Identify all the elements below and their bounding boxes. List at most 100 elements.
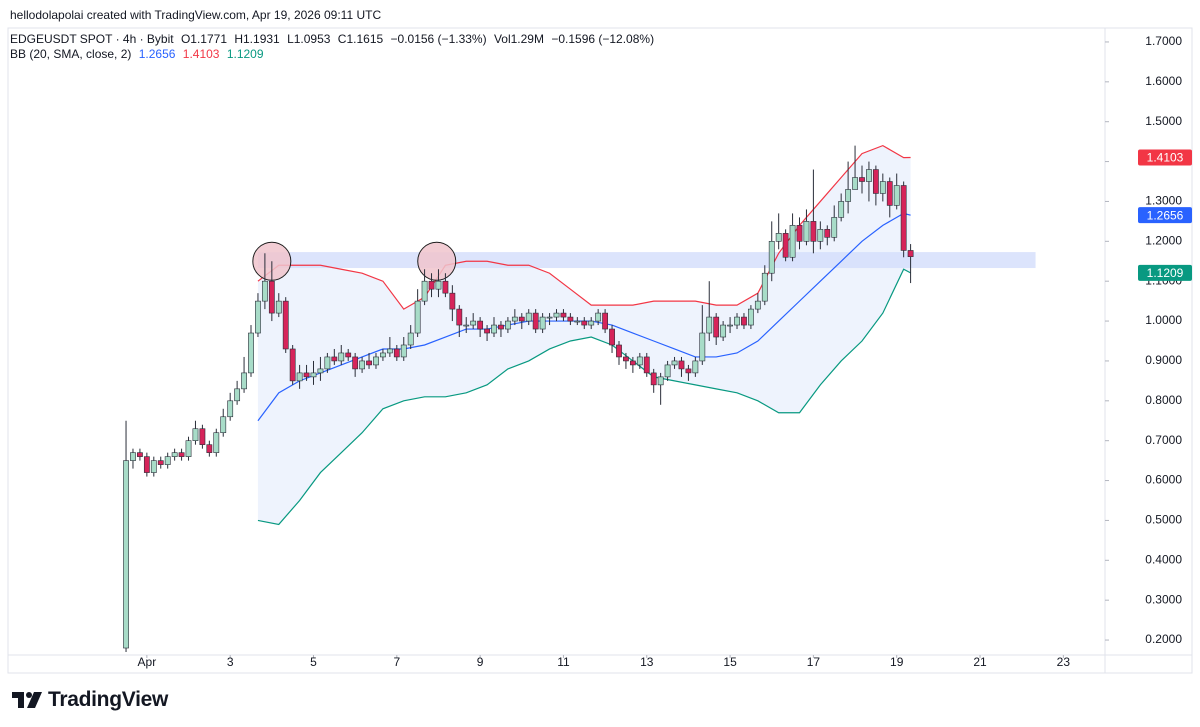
candle-body	[275, 300, 282, 314]
candle-body	[484, 328, 490, 334]
candle-body	[810, 221, 817, 242]
candle-body	[886, 181, 893, 206]
y-tick-label: 1.3000	[1145, 194, 1182, 208]
y-tick-label: 0.9000	[1145, 353, 1182, 367]
candle-body	[525, 312, 532, 322]
plot	[123, 144, 1036, 653]
indicator-value: 1.2656	[138, 47, 176, 61]
candle-body	[428, 280, 435, 290]
x-tick-label: 9	[477, 655, 484, 669]
candle-body	[518, 316, 525, 322]
x-tick-label: 7	[393, 655, 400, 669]
candle-body	[629, 360, 636, 366]
ohlc-label: O1.1771	[180, 32, 227, 46]
candle-body	[130, 452, 136, 461]
y-tick-label: 1.7000	[1145, 34, 1182, 48]
candle-body	[150, 460, 157, 473]
candle-body	[609, 328, 615, 346]
candle-body	[852, 177, 858, 190]
x-tick-label: 15	[723, 655, 737, 669]
x-tick-label: 19	[890, 655, 904, 669]
brand-logo	[12, 692, 42, 708]
candle-body	[838, 201, 845, 218]
candle-body	[595, 312, 602, 322]
candle-body	[477, 320, 484, 330]
candle-body	[706, 316, 713, 334]
candle-body	[470, 320, 477, 326]
volume-label: Vol1.29M	[493, 32, 544, 46]
candle-body	[248, 332, 254, 374]
band-fill	[257, 145, 911, 525]
indicator-value: 1.4103	[182, 47, 220, 61]
ohlc-label: L1.0953	[287, 32, 331, 46]
change-label: −0.0156 (−1.33%)	[390, 32, 487, 46]
candle-body	[859, 177, 865, 182]
candle-body	[345, 352, 352, 358]
candle-body	[588, 320, 595, 326]
candle-body	[636, 356, 643, 366]
candle-body	[442, 280, 449, 294]
x-tick-label: 3	[227, 655, 234, 669]
candle-body	[616, 344, 622, 358]
candle-body	[421, 280, 428, 302]
candle-body	[567, 316, 574, 322]
y-tick-label: 0.8000	[1145, 393, 1182, 407]
price-tag	[1138, 207, 1192, 224]
candle-body	[213, 432, 220, 453]
candle-body	[678, 360, 685, 370]
candle-body	[310, 372, 317, 378]
candle-body	[803, 221, 810, 242]
candle-body	[456, 308, 463, 326]
candle-body	[282, 300, 289, 350]
candle-body	[386, 348, 393, 354]
candle-body	[185, 440, 192, 457]
y-tick-label: 0.2000	[1145, 632, 1182, 646]
indicator-title: BB (20, SMA, close, 2)	[10, 47, 132, 61]
change-label: −0.1596 (−12.08%)	[551, 32, 655, 46]
candle-body	[782, 233, 789, 258]
candle-body	[727, 324, 733, 327]
candle-body	[227, 400, 234, 418]
candle-body	[199, 428, 206, 445]
candle-body	[171, 452, 178, 457]
y-tick-label: 0.3000	[1145, 592, 1182, 606]
candle-body	[692, 360, 699, 374]
candle-body	[643, 356, 650, 374]
candle-body	[366, 360, 372, 366]
candle-body	[734, 316, 740, 326]
candle-body	[872, 169, 879, 194]
candle-body	[380, 352, 386, 358]
candle-body	[761, 272, 768, 302]
candle-body	[268, 280, 275, 314]
candle-body	[393, 348, 400, 358]
y-tick-label: 1.6000	[1145, 74, 1182, 88]
price-tag	[1138, 149, 1192, 166]
candle-body	[553, 312, 560, 318]
candle-body	[463, 324, 470, 327]
x-tick-label: 23	[1057, 655, 1071, 669]
candle-body	[657, 376, 664, 386]
candle-body	[234, 388, 241, 402]
brand: TradingView	[12, 688, 168, 712]
candle-body	[775, 233, 782, 242]
x-tick-label: 21	[973, 655, 987, 669]
candle-body	[359, 360, 365, 370]
candle-body	[324, 356, 331, 370]
candle-body	[720, 324, 727, 338]
candle-body	[143, 456, 150, 473]
candle-body	[373, 356, 379, 366]
candle-body	[498, 324, 504, 330]
candle-body	[817, 229, 824, 242]
candle-body	[206, 444, 213, 453]
candle-body	[893, 185, 900, 206]
candle-body	[546, 316, 553, 319]
candle-body	[317, 368, 324, 374]
candle-body	[164, 456, 171, 465]
annotation-circle	[417, 241, 457, 281]
symbol-legend: EDGEUSDT SPOT · 4h · Bybit O1.1771 H1.19…	[10, 32, 658, 46]
y-tick-label: 1.5000	[1145, 114, 1182, 128]
candle-body	[664, 364, 671, 378]
price-tag	[1138, 264, 1192, 281]
x-tick-label: 5	[310, 655, 317, 669]
